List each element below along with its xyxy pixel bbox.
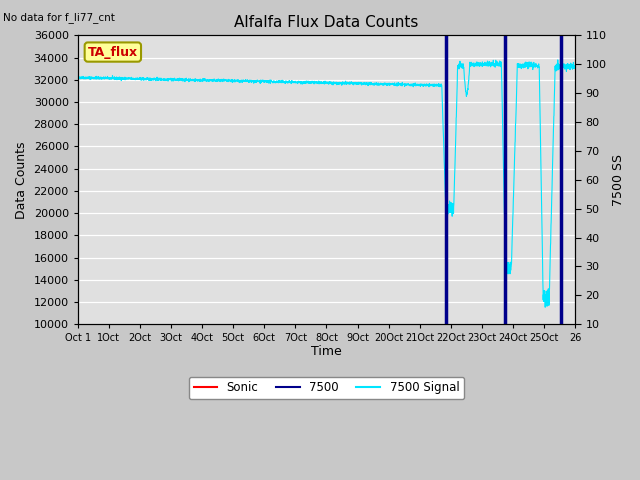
Y-axis label: 7500 SS: 7500 SS [612,154,625,206]
Text: No data for f_li77_cnt: No data for f_li77_cnt [3,12,115,23]
X-axis label: Time: Time [311,345,342,358]
Y-axis label: Data Counts: Data Counts [15,141,28,218]
Title: Alfalfa Flux Data Counts: Alfalfa Flux Data Counts [234,15,419,30]
Text: TA_flux: TA_flux [88,46,138,59]
Legend: Sonic, 7500, 7500 Signal: Sonic, 7500, 7500 Signal [189,377,464,399]
